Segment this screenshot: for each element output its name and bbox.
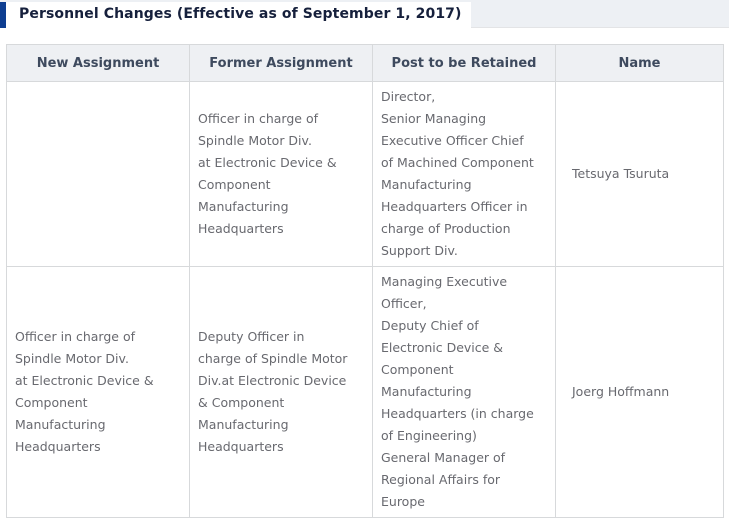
cell-post-to-be-retained: Managing Executive Officer, Deputy Chief…	[372, 266, 556, 518]
cell-post-to-be-retained: Director, Senior Managing Executive Offi…	[372, 81, 556, 267]
personnel-table-container: New Assignment Former Assignment Post to…	[0, 28, 729, 524]
table-row: Officer in charge of Spindle Motor Div. …	[6, 81, 724, 267]
column-header-post-to-be-retained: Post to be Retained	[372, 44, 556, 82]
cell-name: Tetsuya Tsuruta	[555, 81, 724, 267]
cell-new-assignment: Officer in charge of Spindle Motor Div. …	[6, 266, 190, 518]
table-header-row: New Assignment Former Assignment Post to…	[6, 44, 724, 82]
cell-name: Joerg Hoffmann	[555, 266, 724, 518]
page-title: Personnel Changes (Effective as of Septe…	[0, 2, 471, 28]
cell-former-assignment: Deputy Officer in charge of Spindle Moto…	[189, 266, 373, 518]
cell-new-assignment	[6, 81, 190, 267]
title-band: Personnel Changes (Effective as of Septe…	[0, 0, 729, 28]
column-header-name: Name	[555, 44, 724, 82]
cell-former-assignment: Officer in charge of Spindle Motor Div. …	[189, 81, 373, 267]
table-row: Officer in charge of Spindle Motor Div. …	[6, 266, 724, 518]
column-header-former-assignment: Former Assignment	[189, 44, 373, 82]
personnel-changes-table: New Assignment Former Assignment Post to…	[6, 44, 724, 518]
column-header-new-assignment: New Assignment	[6, 44, 190, 82]
